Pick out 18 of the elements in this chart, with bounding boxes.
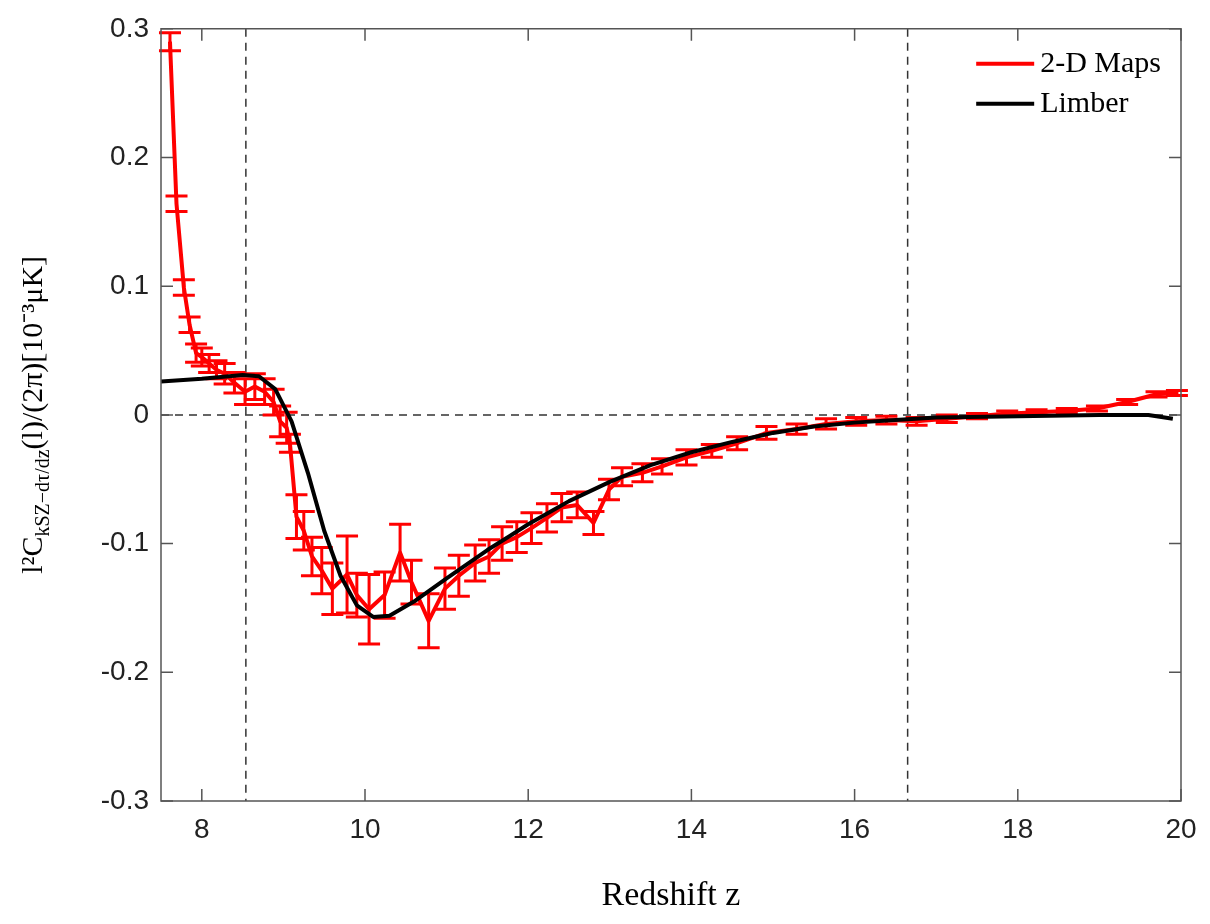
y-tick-label: -0.2 (100, 655, 149, 687)
x-tick-label: 20 (1165, 812, 1197, 844)
y-tick-label: 0.3 (110, 11, 149, 43)
x-tick-label: 10 (349, 812, 381, 844)
y-tick-label: -0.3 (100, 783, 149, 815)
legend-label: 2-D Maps (1040, 44, 1162, 78)
legend-label: Limber (1040, 84, 1129, 118)
y-tick-label: 0 (133, 397, 149, 429)
y-tick-label: 0.1 (110, 268, 149, 300)
x-axis-title: Redshift z (601, 875, 741, 912)
y-axis-title: l²CkSZ−dτ/dz(l)/(2π)[10⁻³μK] (15, 255, 53, 574)
x-tick-label: 8 (194, 812, 210, 844)
y-tick-label: -0.1 (100, 526, 149, 558)
x-tick-label: 16 (839, 812, 871, 844)
x-tick-label: 18 (1002, 812, 1034, 844)
x-tick-label: 12 (512, 812, 544, 844)
y-tick-label: 0.2 (110, 140, 149, 172)
x-tick-label: 14 (675, 812, 707, 844)
